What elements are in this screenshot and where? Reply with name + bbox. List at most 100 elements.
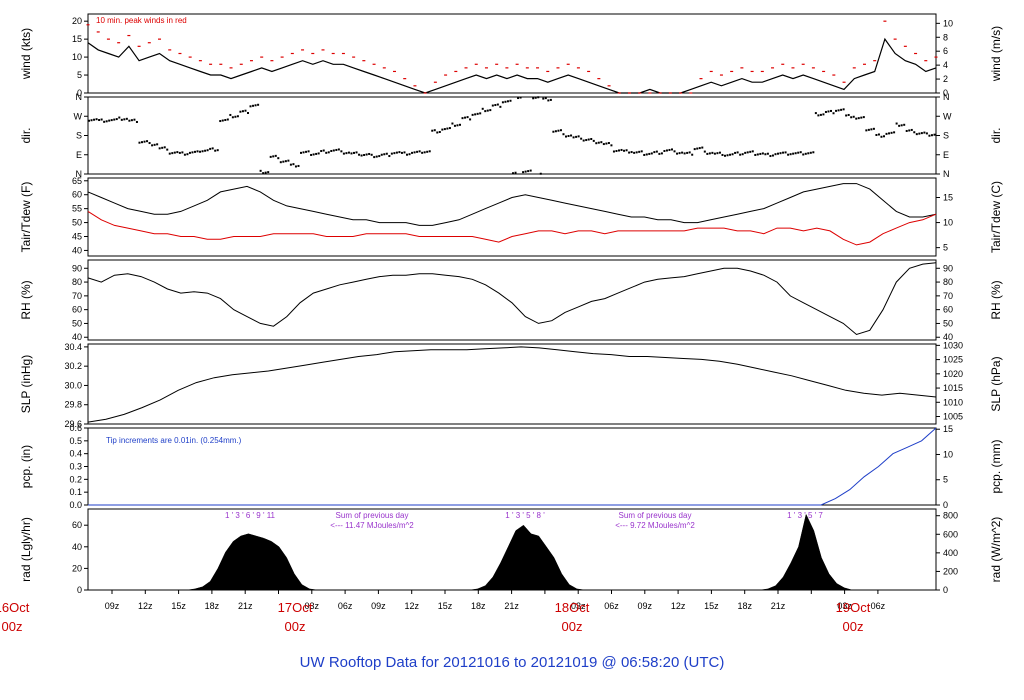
direction-point	[209, 147, 212, 150]
direction-point	[370, 153, 373, 156]
direction-point	[635, 151, 638, 154]
direction-point	[211, 147, 214, 150]
direction-point	[474, 113, 477, 116]
direction-point	[923, 131, 926, 134]
direction-point	[587, 138, 590, 141]
direction-point	[332, 149, 335, 152]
direction-ytick-label-right: W	[943, 111, 952, 121]
dewpoint-line	[87, 210, 937, 246]
direction-point	[744, 151, 747, 154]
direction-point	[618, 149, 620, 152]
precipitation-ytick-label-left: 0.5	[69, 436, 82, 446]
direction-point	[597, 141, 600, 144]
direction-point	[284, 160, 287, 163]
direction-point	[630, 151, 633, 154]
x-tick-label: 18z	[737, 601, 752, 611]
direction-point	[885, 132, 888, 135]
direction-point	[436, 131, 439, 134]
direction-point	[547, 99, 550, 102]
radiation-ylabel-left: rad (Lgly/hr)	[19, 517, 33, 582]
direction-point	[373, 156, 376, 159]
direction-point	[718, 151, 721, 154]
direction-point	[693, 148, 696, 151]
pressure-ytick-label-left: 30.4	[64, 342, 82, 352]
radiation-ytick-label-left: 0	[77, 585, 82, 595]
direction-point	[176, 151, 179, 154]
direction-point	[759, 152, 762, 155]
pressure-ylabel-left: SLP (inHg)	[19, 355, 33, 413]
humidity-ytick-label-left: 50	[72, 318, 82, 328]
direction-point	[453, 124, 456, 127]
direction-point	[519, 96, 522, 99]
direction-point	[787, 153, 790, 156]
direction-point	[928, 134, 931, 137]
direction-point	[794, 152, 797, 155]
direction-point	[713, 152, 716, 155]
direction-point	[736, 151, 739, 154]
direction-point	[269, 155, 272, 158]
direction-point	[141, 141, 143, 144]
x-tick-label: 06z	[604, 601, 619, 611]
direction-point	[686, 151, 689, 154]
direction-point	[668, 148, 671, 151]
direction-point	[350, 152, 353, 155]
direction-point	[691, 153, 694, 156]
direction-point	[842, 108, 845, 111]
precipitation-ytick-label-left: 0.4	[69, 449, 82, 459]
direction-point	[612, 150, 615, 153]
direction-point	[345, 152, 348, 155]
direction-point	[231, 116, 234, 119]
direction-point	[792, 152, 795, 155]
radiation-ytick-label-right: 600	[943, 529, 958, 539]
precipitation-ytick-label-right: 5	[943, 475, 948, 485]
direction-point	[650, 152, 653, 155]
temperature-ytick-label-right: 5	[943, 243, 948, 253]
humidity-ytick-label-right: 80	[943, 277, 953, 287]
direction-point	[466, 116, 469, 119]
direction-point	[865, 129, 868, 132]
direction-point	[698, 147, 701, 150]
direction-point	[375, 155, 378, 158]
direction-point	[191, 151, 194, 154]
direction-point	[900, 124, 903, 127]
direction-point	[633, 151, 636, 154]
direction-point	[320, 150, 323, 153]
direction-point	[408, 153, 411, 156]
direction-point	[426, 150, 429, 153]
direction-point	[418, 150, 421, 153]
direction-point	[721, 153, 724, 156]
direction-point	[812, 151, 815, 154]
direction-point	[731, 153, 734, 156]
direction-point	[895, 122, 898, 125]
day-label: 17Oct	[278, 600, 313, 615]
wind-ylabel-right: wind (m/s)	[989, 26, 1003, 82]
direction-point	[441, 128, 444, 131]
direction-ylabel-right: dir.	[989, 127, 1003, 143]
direction-point	[734, 151, 737, 154]
direction-point	[857, 117, 860, 120]
direction-point	[625, 149, 628, 152]
page-title: UW Rooftop Data for 20121016 to 20121019…	[300, 654, 725, 671]
direction-point	[446, 127, 449, 130]
direction-point	[196, 150, 199, 153]
wind-ytick-label-right: 4	[943, 60, 948, 70]
direction-point	[103, 120, 106, 123]
direction-point	[257, 103, 260, 106]
direction-point	[852, 115, 855, 118]
x-tick-label: 03z	[837, 601, 852, 611]
direction-point	[383, 153, 386, 156]
direction-point	[898, 124, 901, 127]
wind-ytick-label-left: 15	[72, 34, 82, 44]
direction-point	[201, 150, 204, 153]
direction-point	[814, 112, 817, 115]
direction-point	[393, 152, 396, 155]
direction-ytick-label-left: W	[74, 111, 83, 121]
direction-point	[761, 152, 764, 155]
direction-point	[837, 109, 840, 112]
direction-point	[774, 153, 777, 156]
direction-point	[451, 122, 454, 125]
direction-point	[782, 151, 785, 154]
direction-point	[317, 152, 320, 155]
direction-ylabel-left: dir.	[19, 127, 33, 143]
direction-point	[605, 142, 608, 145]
